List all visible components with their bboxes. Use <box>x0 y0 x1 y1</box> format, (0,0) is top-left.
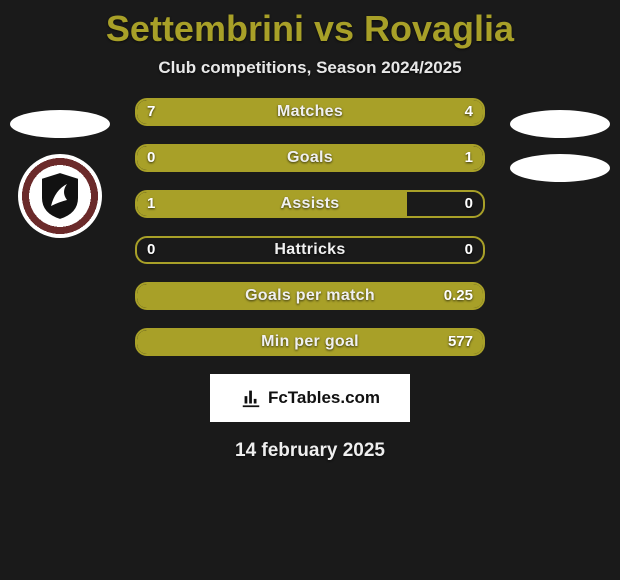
stat-label: Hattricks <box>137 238 483 262</box>
team-logo-icon <box>10 110 110 138</box>
player-right-badges <box>510 110 610 182</box>
stat-bar: 00Hattricks <box>135 236 485 264</box>
team-logo-icon <box>510 154 610 182</box>
stat-bar: 10Assists <box>135 190 485 218</box>
comparison-panel: 74Matches 01Goals 10Assists 00Hattricks 0.25… <box>0 98 620 462</box>
watermark-text: FcTables.com <box>268 388 380 408</box>
stat-bars: 74Matches 01Goals 10Assists 00Hattricks 0.25… <box>135 98 485 356</box>
stat-label: Goals <box>137 146 483 170</box>
watermark: FcTables.com <box>210 374 410 422</box>
stat-label: Matches <box>137 100 483 124</box>
stat-label: Goals per match <box>137 284 483 308</box>
player-left-badges <box>10 110 110 238</box>
stat-bar: 01Goals <box>135 144 485 172</box>
page-title: Settembrini vs Rovaglia <box>0 0 620 50</box>
comparison-date: 14 february 2025 <box>0 440 620 462</box>
stat-bar: 0.25Goals per match <box>135 282 485 310</box>
stat-label: Min per goal <box>137 330 483 354</box>
team-logo-icon <box>510 110 610 138</box>
page-subtitle: Club competitions, Season 2024/2025 <box>0 58 620 78</box>
chart-icon <box>240 387 262 409</box>
stat-bar: 577Min per goal <box>135 328 485 356</box>
club-shield-icon <box>18 154 102 238</box>
stat-label: Assists <box>137 192 483 216</box>
stat-bar: 74Matches <box>135 98 485 126</box>
